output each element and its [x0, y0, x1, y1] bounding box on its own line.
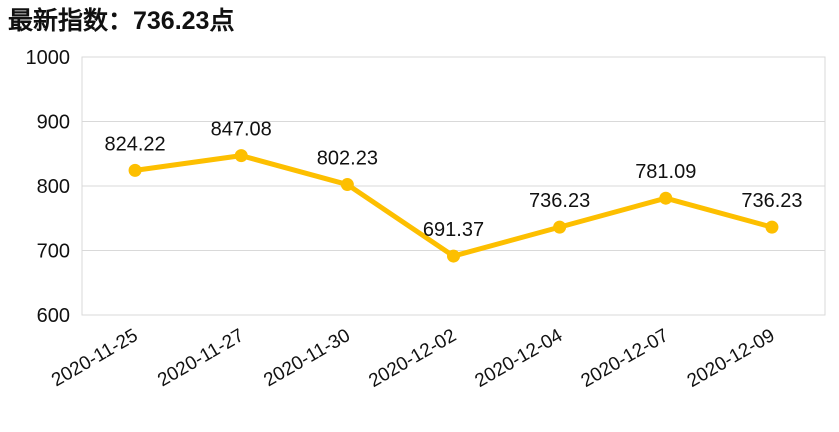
data-label: 736.23	[741, 190, 802, 212]
marker	[765, 220, 779, 234]
marker	[234, 149, 248, 163]
y-tick-label: 1000	[26, 47, 71, 69]
marker	[340, 178, 354, 192]
data-label: 691.37	[423, 219, 484, 241]
y-tick-label: 900	[37, 112, 70, 134]
data-label: 736.23	[529, 190, 590, 212]
marker	[659, 191, 673, 205]
data-label: 802.23	[317, 148, 378, 170]
marker	[553, 220, 567, 234]
data-label: 824.22	[104, 133, 165, 155]
y-tick-label: 800	[37, 176, 70, 198]
y-tick-label: 700	[37, 241, 70, 263]
data-label: 781.09	[635, 161, 696, 183]
y-tick-label: 600	[37, 305, 70, 327]
data-label: 847.08	[211, 119, 272, 141]
marker	[128, 163, 142, 177]
marker	[447, 249, 460, 263]
chart-title: 最新指数：736.23点	[8, 6, 234, 35]
